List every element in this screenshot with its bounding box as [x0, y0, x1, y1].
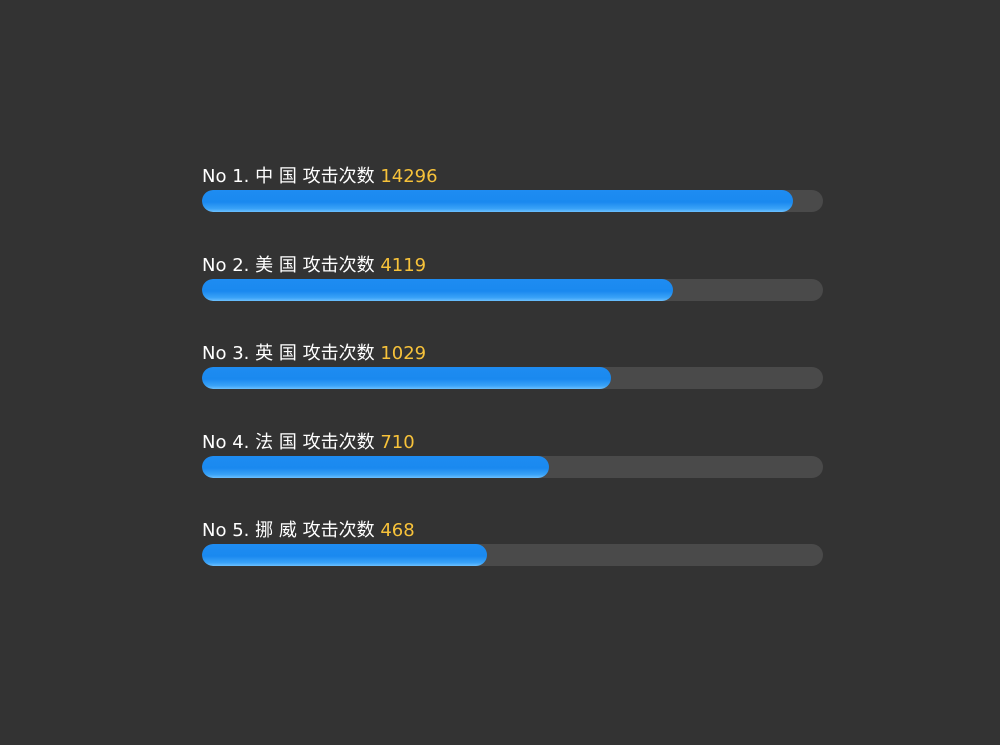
rank-number: 4: [232, 431, 244, 453]
rank-number: 3: [232, 343, 244, 364]
bar-track: [202, 367, 823, 389]
value-label: 1029: [380, 343, 427, 364]
value-label: 468: [380, 520, 415, 541]
bar-fill: [202, 367, 612, 389]
bar-track: [202, 455, 823, 478]
row-label: No 3. 英 国 攻击次数 1029: [202, 343, 427, 364]
rank-label: No: [202, 254, 227, 276]
value-label: 710: [380, 431, 415, 453]
bar-fill: [202, 190, 794, 212]
rank-label: No: [202, 431, 227, 453]
rank-number: 2: [232, 254, 244, 276]
bar-track: [202, 544, 823, 566]
bar-track: [202, 278, 823, 301]
metric-label: 攻击次数: [302, 166, 375, 187]
chart-row: No 4. 法 国 攻击次数 710: [202, 430, 823, 519]
bar-fill: [202, 544, 488, 566]
row-label: No 1. 中 国 攻击次数 14296: [202, 166, 438, 187]
row-label: No 4. 法 国 攻击次数 710: [202, 431, 415, 453]
rank-label: No: [202, 520, 227, 541]
metric-label: 攻击次数: [302, 520, 375, 541]
metric-label: 攻击次数: [302, 343, 375, 364]
metric-label: 攻击次数: [302, 431, 375, 453]
bar-track: [202, 190, 823, 212]
country-label: 挪 威: [255, 520, 297, 541]
value-label: 14296: [380, 166, 438, 187]
chart-row: No 1. 中 国 攻击次数 14296: [202, 164, 823, 253]
row-label: No 2. 美 国 攻击次数 4119: [202, 254, 427, 276]
rank-label: No: [202, 343, 227, 364]
chart-row: No 2. 美 国 攻击次数 4119: [202, 253, 823, 342]
bar-fill: [202, 455, 550, 478]
country-label: 英 国: [255, 343, 297, 364]
bar-fill: [202, 278, 673, 301]
country-label: 美 国: [255, 254, 297, 276]
chart-row: No 3. 英 国 攻击次数 1029: [202, 341, 823, 430]
row-label: No 5. 挪 威 攻击次数 468: [202, 520, 415, 541]
chart-row: No 5. 挪 威 攻击次数 468: [202, 518, 823, 607]
metric-label: 攻击次数: [302, 254, 375, 276]
rank-number: 1: [232, 166, 244, 187]
value-label: 4119: [380, 254, 427, 276]
country-label: 法 国: [255, 431, 297, 453]
rank-number: 5: [232, 520, 244, 541]
country-label: 中 国: [255, 166, 297, 187]
rank-label: No: [202, 166, 227, 187]
ranking-bar-chart: No 1. 中 国 攻击次数 14296 No 2. 美 国 攻击次数 4119 N…: [202, 164, 823, 607]
